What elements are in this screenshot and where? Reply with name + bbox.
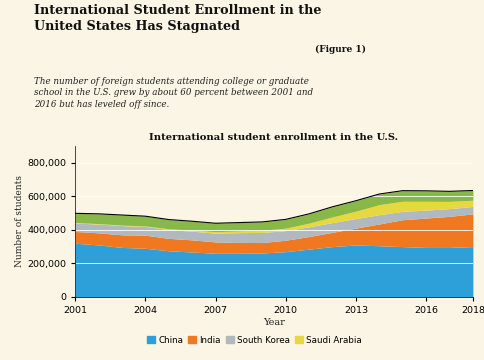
Title: International student enrollment in the U.S.: International student enrollment in the … bbox=[149, 133, 398, 142]
X-axis label: Year: Year bbox=[262, 318, 285, 327]
Y-axis label: Number of students: Number of students bbox=[15, 175, 24, 267]
Text: (Figure 1): (Figure 1) bbox=[315, 45, 365, 54]
Text: International Student Enrollment in the
United States Has Stagnated: International Student Enrollment in the … bbox=[34, 4, 321, 33]
Legend: China, India, South Korea, Saudi Arabia: China, India, South Korea, Saudi Arabia bbox=[143, 332, 365, 348]
Text: The number of foreign students attending college or graduate
school in the U.S. : The number of foreign students attending… bbox=[34, 77, 313, 108]
